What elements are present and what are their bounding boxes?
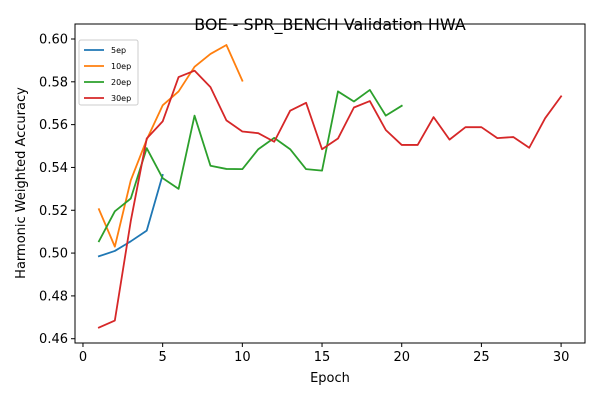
- x-tick-label: 5: [159, 350, 167, 365]
- y-tick-label: 0.48: [39, 289, 68, 304]
- x-tick-label: 25: [473, 350, 490, 365]
- plot-area: [74, 23, 586, 344]
- x-tick-label: 20: [393, 350, 410, 365]
- y-tick-label: 0.50: [39, 247, 68, 262]
- legend: 5ep 10ep 20ep 30ep: [78, 39, 139, 106]
- y-axis-label: Harmonic Weighted Accuracy: [14, 87, 29, 279]
- x-tick-label: 30: [553, 350, 570, 365]
- legend-frame: [78, 39, 139, 106]
- y-axis: 0.46 0.48 0.50 0.52 0.54 0.56 0.58 0.60: [39, 32, 75, 347]
- x-axis: 0 5 10 15 20 25 30: [79, 343, 570, 365]
- chart-title: BOE - SPR_BENCH Validation HWA: [194, 15, 466, 35]
- legend-label: 20ep: [111, 78, 131, 87]
- y-tick-label: 0.46: [39, 332, 68, 347]
- x-tick-label: 0: [79, 350, 87, 365]
- series-line-30ep: [97, 69, 563, 329]
- series-line-20ep: [97, 89, 403, 243]
- y-tick-label: 0.58: [39, 75, 68, 90]
- y-tick-label: 0.52: [39, 204, 68, 219]
- y-tick-label: 0.60: [39, 32, 68, 47]
- legend-label: 10ep: [111, 62, 131, 71]
- series-line-5ep: [97, 173, 164, 258]
- y-tick-label: 0.54: [39, 161, 68, 176]
- legend-label: 30ep: [111, 94, 131, 103]
- legend-label: 5ep: [111, 46, 126, 55]
- y-tick-label: 0.56: [39, 118, 68, 133]
- series-layer: [97, 44, 563, 329]
- x-tick-label: 10: [234, 350, 251, 365]
- x-axis-label: Epoch: [310, 371, 350, 386]
- x-tick-label: 15: [314, 350, 331, 365]
